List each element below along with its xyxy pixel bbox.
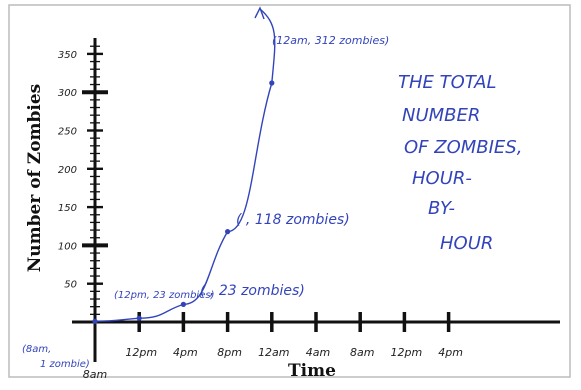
- data-point: [92, 318, 98, 324]
- data-point-group: [92, 80, 275, 324]
- annotation-12pm: (12pm, 23 zombies): [114, 290, 214, 301]
- chart-border: [8, 4, 571, 378]
- x-tick-label: 4am: [306, 346, 330, 359]
- annotation-8am-line2: 1 zombie): [40, 359, 90, 370]
- y-tick-label: 300: [58, 88, 77, 99]
- title-line: HOUR: [440, 233, 493, 254]
- annotation-4pm: ( , 23 zombies): [200, 283, 305, 299]
- series-line: [94, 8, 276, 322]
- y-tick-label: 200: [58, 165, 77, 176]
- data-point: [225, 229, 231, 235]
- data-point: [136, 315, 142, 321]
- x-tick-label: 12pm: [125, 346, 157, 359]
- title-line: THE TOTAL: [398, 72, 496, 93]
- y-tick-label: 250: [58, 127, 77, 138]
- x-tick-label: 12pm: [391, 346, 423, 359]
- y-tick-label: 350: [58, 50, 77, 61]
- y-tick-label: 100: [58, 241, 77, 252]
- title-line: HOUR-: [412, 168, 472, 189]
- x-tick-label: 8pm: [217, 346, 242, 359]
- curve-arrowhead: [254, 6, 265, 20]
- title-line: OF ZOMBIES,: [404, 137, 522, 158]
- y-minor-ticks: [90, 45, 100, 315]
- x-tick-label: 8am: [83, 368, 107, 381]
- annotation-8am: (8am, 1 zombie): [22, 344, 90, 370]
- x-tick-label: 8am: [350, 346, 374, 359]
- x-axis-title: Time: [288, 361, 336, 381]
- title-line: BY-: [428, 198, 455, 219]
- y-tick-group: 50 100 150 200 250 300 350: [58, 50, 108, 291]
- data-point: [269, 80, 275, 86]
- title-line: NUMBER: [402, 105, 480, 126]
- x-tick-label: 4pm: [438, 346, 463, 359]
- y-tick-label: 50: [64, 280, 77, 291]
- annotation-12am: (12am, 312 zombies): [272, 34, 389, 47]
- x-tick-label: 4pm: [173, 346, 198, 359]
- annotation-8am-line1: (8am,: [22, 344, 55, 355]
- x-tick-label: 12am: [258, 346, 289, 359]
- y-axis-title: Number of Zombies: [25, 84, 45, 273]
- chart-title: THE TOTAL NUMBER OF ZOMBIES, HOUR- BY- HOUR: [398, 72, 522, 254]
- y-tick-label: 150: [58, 203, 77, 214]
- annotation-8pm: ( , 118 zombies): [236, 212, 350, 228]
- x-tick-group: 8am 12pm 4pm 8pm 12am 4am 8am 12pm 4pm: [83, 312, 463, 381]
- data-point: [180, 301, 186, 307]
